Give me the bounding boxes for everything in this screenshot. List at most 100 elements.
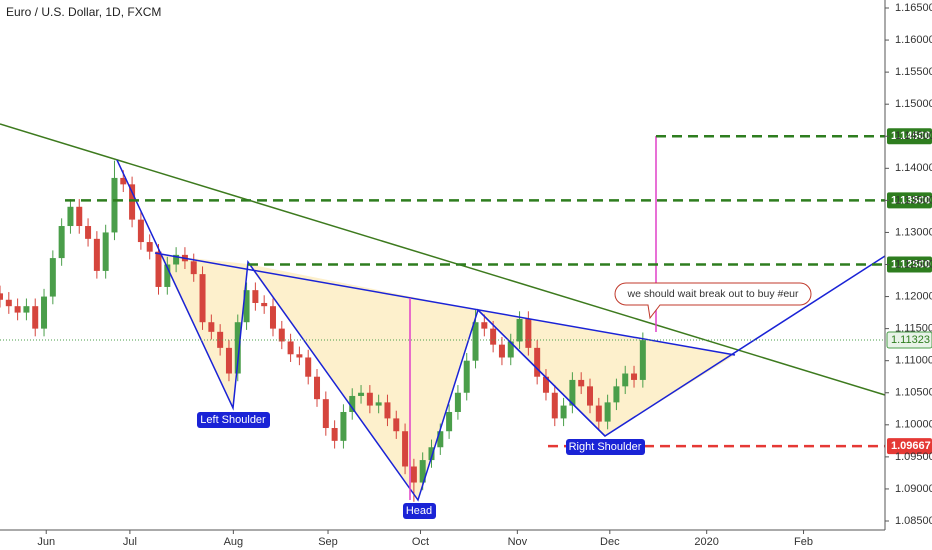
- candle-body: [278, 328, 285, 342]
- candle-body: [375, 402, 382, 406]
- candle-body: [32, 306, 39, 329]
- annotation: Head: [406, 505, 432, 517]
- y-tick-label: 1.15000: [895, 98, 932, 110]
- y-tick-label: 1.13500: [895, 194, 932, 206]
- candle-body: [252, 290, 259, 303]
- candle-body: [507, 341, 514, 358]
- x-tick-label: Jul: [123, 536, 137, 548]
- candle-body: [14, 306, 21, 313]
- label-box: [197, 412, 270, 428]
- candle-body: [384, 402, 391, 419]
- candle-body: [234, 322, 241, 374]
- x-tick-label: Jun: [37, 536, 55, 548]
- level-tag: [887, 192, 932, 209]
- pattern-fill: [248, 264, 478, 500]
- candle-body: [613, 386, 620, 403]
- y-tick-label: 1.14500: [895, 130, 932, 142]
- y-tick-label: 1.10500: [895, 387, 932, 399]
- candle-body: [516, 319, 523, 342]
- candle-body: [622, 373, 629, 387]
- candle-body: [393, 418, 400, 432]
- candle-body: [190, 261, 197, 275]
- candle-body: [639, 340, 646, 380]
- candle-body: [534, 347, 541, 377]
- candle-body: [85, 226, 92, 239]
- y-tick-label: 1.14000: [895, 162, 932, 174]
- candle-body: [41, 296, 48, 329]
- levels: 1.14500 1.13500 1.12500 1.09667 1.11323: [0, 128, 932, 455]
- candle-body: [578, 379, 585, 387]
- x-tick-label: Sep: [318, 536, 338, 548]
- candle-body: [322, 399, 329, 429]
- candle-body: [0, 293, 3, 300]
- candle-body: [419, 460, 426, 483]
- level-tag: [887, 256, 932, 273]
- candle-body: [402, 431, 409, 467]
- y-tick-label: 1.08500: [895, 515, 932, 527]
- candle-body: [587, 386, 593, 406]
- candle-body: [67, 206, 74, 227]
- neckline: [154, 252, 736, 356]
- candle-body: [481, 322, 488, 329]
- candle-body: [525, 319, 532, 348]
- pattern-fill: [478, 310, 735, 436]
- candle-body: [551, 392, 558, 419]
- callout-text: we should wait break out to buy #eur: [626, 288, 799, 300]
- candle-body: [217, 331, 224, 348]
- candle-body: [331, 428, 338, 441]
- candle-body: [243, 290, 250, 323]
- level-tag: [887, 438, 932, 455]
- candle-body: [437, 431, 444, 448]
- candle-body: [208, 322, 215, 332]
- candle-body: [76, 206, 83, 227]
- candle-body: [340, 411, 347, 441]
- candle-body: [155, 251, 162, 287]
- y-tick-label: 1.16000: [895, 34, 932, 46]
- candle-body: [146, 242, 153, 252]
- level-label: 1.12500: [891, 258, 931, 270]
- y-tick-label: 1.09500: [895, 451, 932, 463]
- candle-body: [5, 299, 12, 307]
- trend-line: [0, 123, 886, 396]
- y-tick-label: 1.09000: [895, 483, 932, 495]
- candle-body: [137, 219, 144, 243]
- chart-title: Euro / U.S. Dollar, 1D, FXCM: [6, 5, 161, 19]
- candle-body: [542, 376, 549, 393]
- x-tick-label: Aug: [224, 536, 244, 548]
- candle-body: [261, 302, 268, 307]
- candle-body: [454, 392, 461, 412]
- y-tick-label: 1.11000: [895, 355, 932, 367]
- candle-body: [287, 341, 294, 355]
- candle-body: [93, 238, 100, 271]
- candle-body: [366, 392, 373, 406]
- candle-body: [173, 254, 180, 265]
- annotation: Left Shoulder: [200, 414, 266, 426]
- candle-body: [560, 405, 567, 419]
- last-price-label: 1.11323: [891, 334, 930, 346]
- candle-body: [595, 405, 602, 422]
- annotation: Right Shoulder: [569, 441, 642, 453]
- x-tick-label: Nov: [508, 536, 528, 548]
- candle-body: [225, 347, 232, 374]
- y-tick-label: 1.13000: [895, 226, 932, 238]
- candle-body: [305, 357, 312, 377]
- candle-body: [199, 274, 206, 323]
- y-tick-label: 1.10000: [895, 419, 932, 431]
- candle-body: [631, 373, 638, 380]
- y-tick-label: 1.12500: [895, 258, 932, 270]
- y-tick-label: 1.12000: [895, 290, 932, 302]
- candle-body: [428, 447, 435, 461]
- candle-body: [314, 376, 321, 400]
- pattern-line: [477, 309, 606, 437]
- label-box: [566, 439, 645, 455]
- last-price-tag: [886, 331, 932, 349]
- x-tick-label: Feb: [794, 536, 813, 548]
- candle-body: [410, 466, 417, 483]
- level-label: 1.13500: [891, 194, 931, 206]
- candle-body: [463, 360, 470, 393]
- level-label: 1.14500: [891, 130, 931, 142]
- candle-body: [58, 226, 65, 259]
- candle-body: [472, 322, 479, 361]
- candle-body: [446, 411, 453, 432]
